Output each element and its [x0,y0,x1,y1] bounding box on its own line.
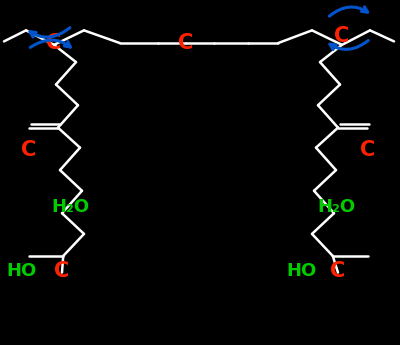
Text: C: C [178,33,194,53]
Text: H₂O: H₂O [51,198,89,216]
Text: C: C [21,140,36,160]
Text: HO: HO [7,262,37,280]
Text: C: C [360,140,375,160]
Text: C: C [334,26,350,46]
Text: C: C [46,33,62,53]
Text: C: C [330,261,346,281]
Text: HO: HO [287,262,317,280]
Text: C: C [54,261,70,281]
Text: H₂O: H₂O [317,198,355,216]
